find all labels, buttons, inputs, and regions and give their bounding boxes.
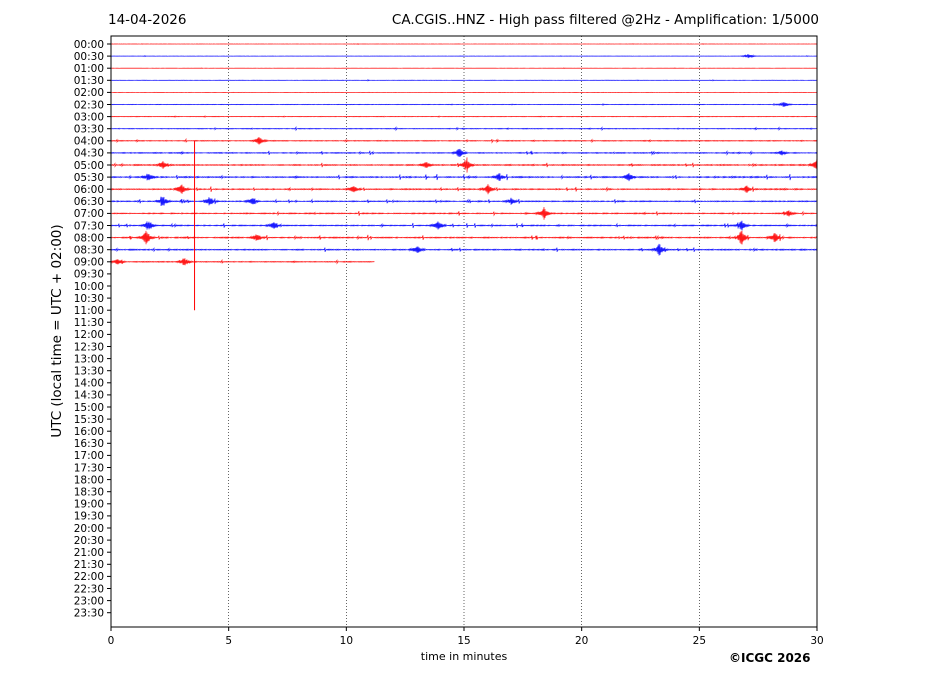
y-tick-label: 07:00 [74,208,104,220]
y-tick-label: 00:30 [74,51,104,63]
y-axis-label: UTC (local time = UTC + 02:00) [49,224,65,438]
y-tick-label: 12:30 [74,341,104,353]
y-tick-label: 23:30 [74,608,104,620]
y-tick-label: 18:00 [74,474,104,486]
trace-line [110,220,818,231]
y-tick-label: 02:30 [74,99,104,111]
trace-line [110,207,818,220]
y-axis-ticks: 00:0000:3001:0001:3002:0002:3003:0003:30… [74,39,111,620]
trace-line [110,196,818,207]
y-tick-label: 21:30 [74,559,104,571]
y-tick-label: 12:00 [74,329,104,341]
x-tick-label: 10 [340,635,353,647]
x-tick-label: 20 [575,635,588,647]
y-tick-label: 03:00 [74,111,104,123]
chart-title: CA.CGIS..HNZ - High pass filtered @2Hz -… [391,12,819,28]
y-tick-label: 04:30 [74,148,104,160]
grid-lines [228,36,700,627]
y-tick-label: 14:00 [74,378,104,390]
trace-line [110,258,375,266]
trace-line [110,54,818,59]
y-tick-label: 09:30 [74,269,104,281]
y-tick-label: 06:30 [74,196,104,208]
y-tick-label: 23:00 [74,595,104,607]
y-tick-label: 20:00 [74,523,104,535]
trace-line [110,184,818,195]
y-tick-label: 04:00 [74,136,104,148]
trace-line [110,79,818,82]
x-axis-label: time in minutes [420,650,508,663]
plot-frame [110,35,818,628]
y-tick-label: 01:00 [74,63,104,75]
y-tick-label: 19:00 [74,499,104,511]
trace-line [110,148,818,157]
copyright-label: ©ICGC 2026 [729,651,811,665]
y-tick-label: 00:00 [74,39,104,51]
y-tick-label: 08:00 [74,232,104,244]
y-tick-label: 05:00 [74,160,104,172]
x-tick-label: 15 [457,635,470,647]
trace-line [110,67,818,70]
y-tick-label: 15:30 [74,414,104,426]
y-tick-label: 22:00 [74,571,104,583]
y-tick-label: 09:00 [74,257,104,269]
date-label: 14-04-2026 [108,12,187,28]
x-tick-label: 0 [108,635,115,647]
y-tick-label: 21:00 [74,547,104,559]
y-tick-label: 19:30 [74,511,104,523]
trace-line [110,126,818,132]
y-tick-label: 16:30 [74,438,104,450]
y-tick-label: 02:00 [74,87,104,99]
y-tick-label: 10:30 [74,293,104,305]
x-axis-ticks: 0 5 10 15 20 25 30 [108,627,824,647]
y-tick-label: 17:00 [74,450,104,462]
x-tick-label: 5 [225,635,232,647]
trace-line [110,230,818,245]
y-tick-label: 03:30 [74,124,104,136]
y-tick-label: 11:00 [74,305,104,317]
y-tick-label: 13:00 [74,353,104,365]
y-tick-label: 10:00 [74,281,104,293]
y-tick-label: 07:30 [74,220,104,232]
y-tick-label: 20:30 [74,535,104,547]
y-tick-label: 17:30 [74,462,104,474]
y-tick-label: 14:30 [74,390,104,402]
trace-line [110,43,818,45]
trace-line [110,101,818,107]
trace-line [110,136,818,145]
y-tick-label: 05:30 [74,172,104,184]
y-tick-label: 06:00 [74,184,104,196]
x-tick-label: 25 [693,635,706,647]
y-tick-label: 22:30 [74,583,104,595]
y-tick-label: 18:30 [74,487,104,499]
trace-line [110,243,818,256]
seismic-traces [110,43,818,311]
trace-line [110,173,818,182]
y-tick-label: 15:00 [74,402,104,414]
trace-line [110,115,818,118]
trace-line [110,156,818,174]
y-tick-label: 13:30 [74,366,104,378]
y-tick-label: 11:30 [74,317,104,329]
y-tick-label: 08:30 [74,245,104,257]
y-tick-label: 01:30 [74,75,104,87]
y-tick-label: 16:00 [74,426,104,438]
x-tick-label: 30 [810,635,823,647]
